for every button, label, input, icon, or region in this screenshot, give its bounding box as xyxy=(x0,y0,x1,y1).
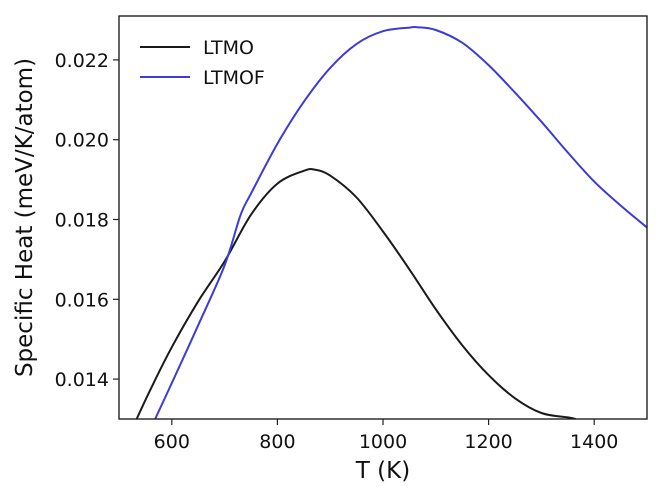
x-tick-label: 800 xyxy=(259,431,295,453)
x-tick-label: 1400 xyxy=(570,431,618,453)
x-tick-label: 1000 xyxy=(359,431,407,453)
y-tick-label: 0.014 xyxy=(55,369,109,391)
series-layer xyxy=(135,25,647,419)
series-line-ltmof xyxy=(154,25,647,419)
plot-frame xyxy=(118,15,648,420)
x-tick-label: 600 xyxy=(154,431,190,453)
y-axis-ticks: 0.014 0.016 0.018 0.020 0.022 xyxy=(55,50,119,391)
legend-label-ltmo: LTMO xyxy=(203,37,254,59)
legend: LTMO LTMOF xyxy=(140,37,265,89)
x-axis-label: T (K) xyxy=(355,458,410,484)
y-tick-label: 0.016 xyxy=(55,289,109,311)
y-tick-label: 0.018 xyxy=(55,209,109,231)
plot-area xyxy=(118,15,648,420)
series-line-ltmo xyxy=(135,168,576,419)
y-tick-label: 0.020 xyxy=(55,130,109,152)
x-axis-ticks: 600 800 1000 1200 1400 xyxy=(154,419,618,453)
y-axis-label: Specific Heat (meV/K/atom) xyxy=(12,58,38,377)
y-tick-label: 0.022 xyxy=(55,50,109,72)
legend-label-ltmof: LTMOF xyxy=(203,67,265,89)
x-tick-label: 1200 xyxy=(464,431,512,453)
